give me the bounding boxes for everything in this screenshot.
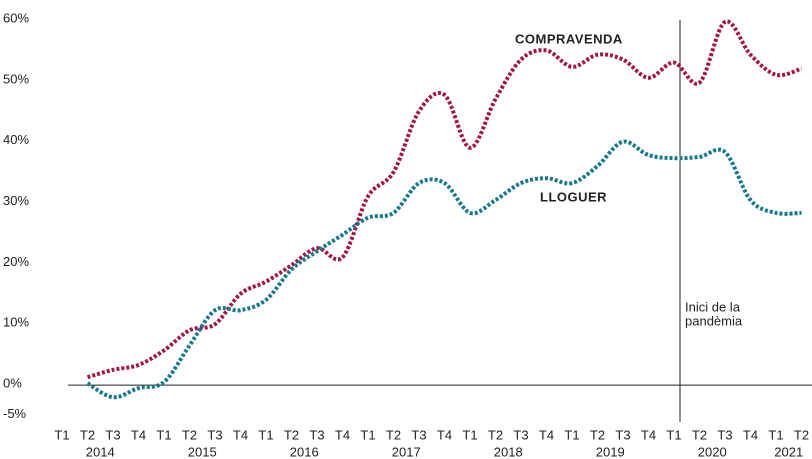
series-label: COMPRAVENDA [515, 31, 623, 46]
x-tick-label: T2 [80, 427, 95, 442]
x-tick-label: T3 [105, 427, 120, 442]
x-tick-label: T4 [641, 427, 656, 442]
x-group-label: 2018 [494, 444, 523, 459]
y-tick-label: 20% [3, 254, 29, 269]
y-tick-label: 50% [3, 71, 29, 86]
y-tick-label: 30% [3, 193, 29, 208]
x-group-label: 2016 [290, 444, 319, 459]
x-group-label: 2021 [774, 444, 803, 459]
x-tick-label: T3 [717, 427, 732, 442]
x-tick-label: T1 [768, 427, 783, 442]
x-tick-label: T1 [666, 427, 681, 442]
x-tick-label: T4 [335, 427, 350, 442]
x-tick-label: T4 [233, 427, 248, 442]
x-tick-label: T1 [462, 427, 477, 442]
x-tick-label: T2 [386, 427, 401, 442]
y-tick-label: 10% [3, 315, 29, 330]
x-group-label: 2019 [596, 444, 625, 459]
x-group-label: 2014 [86, 444, 115, 459]
x-tick-label: T1 [258, 427, 273, 442]
x-tick-label: T4 [743, 427, 758, 442]
x-tick-label: T1 [54, 427, 69, 442]
x-tick-label: T2 [692, 427, 707, 442]
x-tick-label: T3 [615, 427, 630, 442]
x-tick-label: T4 [539, 427, 554, 442]
x-tick-label: T2 [590, 427, 605, 442]
x-tick-label: T2 [794, 427, 809, 442]
annotation: Inici de la [685, 299, 741, 314]
x-tick-label: T2 [488, 427, 503, 442]
y-tick-label: 0% [3, 376, 22, 391]
x-tick-label: T1 [360, 427, 375, 442]
annotation: pandèmia [685, 313, 743, 328]
x-tick-label: T3 [309, 427, 324, 442]
x-group-label: 2020 [698, 444, 727, 459]
y-tick-label: 60% [3, 10, 29, 25]
x-group-label: 2017 [392, 444, 421, 459]
series-label: LLOGUER [540, 189, 607, 204]
x-tick-label: T3 [207, 427, 222, 442]
x-tick-label: T4 [437, 427, 452, 442]
x-tick-label: T3 [411, 427, 426, 442]
x-tick-label: T1 [156, 427, 171, 442]
series-line [86, 139, 802, 400]
x-tick-label: T2 [284, 427, 299, 442]
x-tick-label: T3 [513, 427, 528, 442]
x-tick-label: T1 [564, 427, 579, 442]
series-line [86, 19, 803, 380]
y-tick-label: 40% [3, 132, 29, 147]
x-group-label: 2015 [188, 444, 217, 459]
x-tick-label: T4 [131, 427, 146, 442]
x-tick-label: T2 [182, 427, 197, 442]
y-tick-label: -5% [3, 406, 27, 421]
